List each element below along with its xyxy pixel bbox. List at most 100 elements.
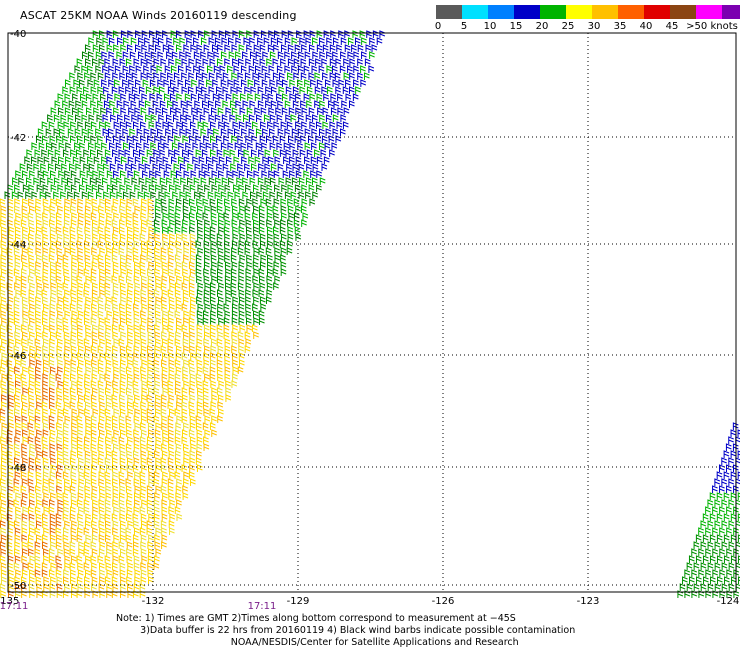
wind-barb (371, 44, 378, 52)
wind-barb (8, 380, 15, 388)
wind-barb (132, 149, 139, 157)
wind-barb (14, 541, 21, 549)
wind-barb (195, 149, 202, 157)
wind-barb (157, 142, 164, 150)
wind-barb (160, 247, 167, 255)
wind-barb (161, 478, 168, 486)
wind-barb (90, 275, 97, 283)
wind-barb (105, 387, 111, 395)
wind-barb (281, 184, 287, 192)
wind-barb (34, 408, 41, 416)
wind-barb (209, 373, 216, 381)
wind-barb (125, 310, 132, 318)
wind-barb (148, 233, 154, 241)
wind-barb (206, 79, 212, 87)
wind-barb (216, 275, 223, 283)
wind-barb (21, 254, 27, 262)
wind-barb (337, 93, 343, 101)
wind-barb (120, 296, 126, 304)
wind-barb (712, 527, 718, 535)
latitude-tick-label: -46 (10, 351, 26, 362)
wind-barb (226, 170, 233, 178)
wind-barb (98, 58, 105, 66)
wind-barb (284, 37, 291, 45)
wind-barb (27, 408, 34, 416)
wind-barb (197, 184, 204, 192)
wind-barb (134, 408, 141, 416)
wind-barb (118, 149, 125, 157)
wind-barb (716, 471, 723, 479)
latitude-tick-label: -44 (10, 240, 26, 251)
wind-barb (323, 93, 329, 101)
wind-barb (737, 555, 740, 563)
wind-barb (113, 310, 119, 318)
wind-barb (154, 233, 160, 241)
wind-barb (196, 219, 203, 227)
wind-barb (688, 555, 695, 563)
wind-barb (175, 352, 182, 360)
wind-barb (63, 527, 69, 535)
wind-barb (84, 464, 90, 472)
wind-barb (196, 44, 203, 52)
wind-barb (57, 107, 64, 115)
wind-barb (170, 65, 177, 73)
wind-barb (252, 121, 258, 129)
wind-barb (59, 128, 65, 136)
wind-barb (279, 72, 285, 80)
wind-barb (224, 58, 230, 66)
wind-barb (97, 296, 104, 304)
wind-barb (175, 205, 182, 213)
wind-barb (63, 548, 70, 556)
wind-barb (189, 184, 196, 192)
wind-barb (67, 177, 73, 185)
wind-barb (83, 289, 90, 297)
wind-barb (725, 464, 732, 472)
wind-barb (203, 268, 209, 276)
wind-barb (112, 401, 118, 409)
wind-barb (36, 478, 42, 486)
wind-barb (189, 373, 196, 381)
wind-barb (0, 541, 6, 549)
wind-barb (211, 261, 217, 269)
wind-barb (43, 205, 50, 213)
wind-barb (232, 359, 238, 367)
wind-barb (216, 135, 222, 143)
wind-barb (84, 373, 91, 381)
wind-barb (182, 135, 189, 143)
wind-barb (113, 107, 119, 115)
wind-barb (99, 121, 105, 129)
wind-barb (107, 128, 114, 136)
wind-barb (155, 275, 161, 283)
wind-barb (252, 212, 258, 220)
wind-barb (124, 149, 131, 157)
wind-barb (181, 72, 187, 80)
wind-barb (211, 184, 218, 192)
wind-barb (707, 562, 714, 570)
wind-barb (71, 443, 77, 451)
wind-barb (126, 450, 133, 458)
wind-barb (241, 128, 247, 136)
wind-barb (148, 226, 155, 234)
wind-barb (161, 415, 168, 423)
wind-barb (251, 163, 257, 171)
colorbar-label: 40 (639, 21, 653, 32)
wind-barb (280, 261, 287, 269)
wind-barb (160, 485, 167, 493)
wind-barb (716, 555, 723, 563)
wind-barb (166, 37, 172, 45)
wind-barb (141, 429, 147, 437)
wind-barb (129, 65, 135, 73)
wind-barb (164, 93, 170, 101)
wind-barb (48, 485, 55, 493)
wind-barb (240, 93, 246, 101)
wind-barb (216, 198, 223, 206)
wind-barb (28, 394, 35, 402)
wind-barb (70, 331, 77, 339)
wind-barb (173, 163, 180, 171)
wind-barb (112, 268, 119, 276)
wind-barb (55, 527, 62, 535)
wind-barb (126, 464, 133, 472)
wind-barb (246, 198, 252, 206)
wind-barb (150, 142, 157, 150)
wind-barb (273, 233, 280, 241)
